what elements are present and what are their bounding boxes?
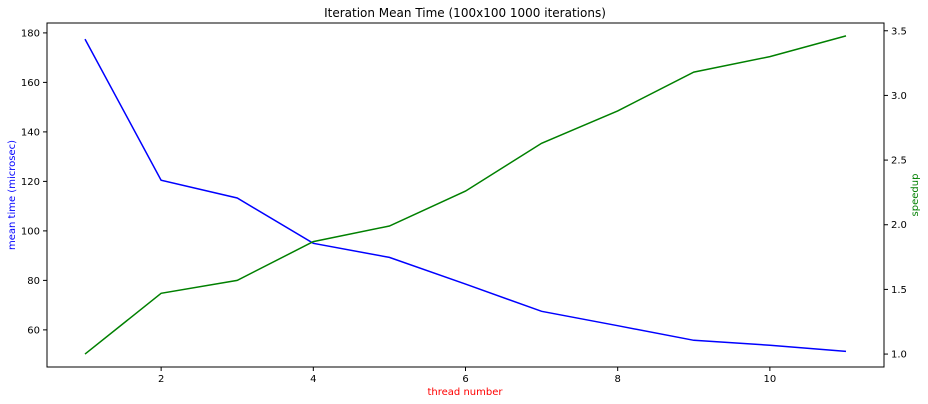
x-axis-ticks: 2 4 6 8 10 xyxy=(158,367,776,385)
chart-title: Iteration Mean Time (100x100 1000 iterat… xyxy=(324,6,606,20)
x-tick-label: 6 xyxy=(462,374,468,385)
left-y-tick-label: 180 xyxy=(21,28,40,39)
right-y-tick-label: 1.0 xyxy=(891,350,907,361)
x-axis-label: thread number xyxy=(428,387,504,398)
right-y-tick-label: 3.5 xyxy=(891,26,907,37)
right-y-tick-label: 2.5 xyxy=(891,156,907,167)
right-y-axis-ticks: 1.0 1.5 2.0 2.5 3.0 3.5 xyxy=(884,26,907,361)
left-axis-series-line xyxy=(84,38,847,353)
right-y-axis-label: speedup xyxy=(910,174,921,217)
right-y-tick-label: 2.0 xyxy=(891,220,907,231)
right-y-tick-label: 3.0 xyxy=(891,91,907,102)
plot-area xyxy=(46,22,885,368)
right-axis-series-line xyxy=(84,35,847,355)
left-y-axis-label: mean time (microsec) xyxy=(7,140,18,250)
x-tick-label: 8 xyxy=(614,374,620,385)
x-tick-label: 10 xyxy=(763,374,776,385)
left-y-tick-label: 120 xyxy=(21,177,40,188)
left-y-tick-label: 160 xyxy=(21,78,40,89)
left-y-tick-label: 80 xyxy=(27,276,40,287)
series-lines xyxy=(84,35,847,355)
left-y-axis-ticks: 60 80 100 120 140 160 180 xyxy=(21,28,47,336)
right-y-tick-label: 1.5 xyxy=(891,285,907,296)
left-y-tick-label: 60 xyxy=(27,325,40,336)
left-y-tick-label: 140 xyxy=(21,127,40,138)
x-tick-label: 4 xyxy=(310,374,316,385)
x-tick-label: 2 xyxy=(158,374,164,385)
left-y-tick-label: 100 xyxy=(21,226,40,237)
